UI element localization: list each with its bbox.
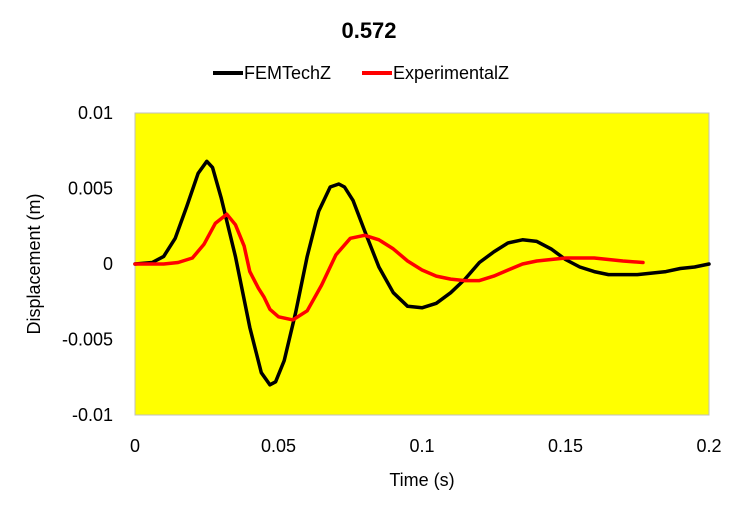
y-tick-label: 0.01 — [78, 103, 113, 123]
x-tick-label: 0 — [130, 436, 140, 456]
series-line-experimentalz — [133, 212, 645, 322]
y-tick-label: 0 — [103, 254, 113, 274]
plot-area — [134, 112, 710, 416]
series-layer — [133, 159, 711, 387]
x-axis-label: Time (s) — [389, 470, 454, 490]
x-tick-label: 0.2 — [696, 436, 721, 456]
x-tick-label: 0.1 — [409, 436, 434, 456]
legend-label-experimentalz: ExperimentalZ — [393, 63, 509, 83]
legend-label-femtechz: FEMTechZ — [244, 63, 331, 83]
y-tick-label: -0.005 — [62, 330, 113, 350]
y-tick-label: 0.005 — [68, 179, 113, 199]
x-tick-label: 0.05 — [261, 436, 296, 456]
series-line-femtechz — [133, 159, 711, 387]
tick-layer: 0 0.05 0.1 0.15 0.2 0.01 0.005 0 -0.005 -0.01 — [62, 103, 722, 456]
chart-title: 0.572 — [341, 18, 396, 43]
y-tick-label: -0.01 — [72, 405, 113, 425]
legend: FEMTechZ ExperimentalZ — [213, 63, 509, 83]
x-tick-label: 0.15 — [548, 436, 583, 456]
y-axis-label: Displacement (m) — [24, 193, 44, 334]
